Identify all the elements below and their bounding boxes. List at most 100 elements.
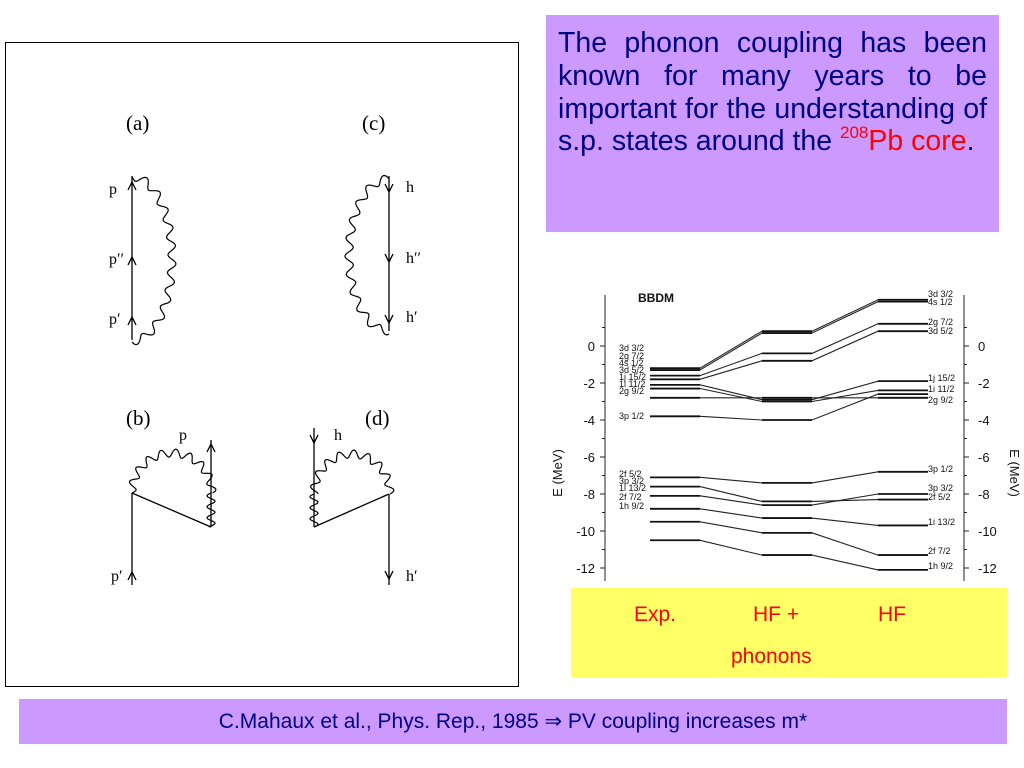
right-level-label: 1i 13/2 xyxy=(928,517,955,527)
diagram-d-top-label: h xyxy=(334,427,342,444)
phonon-wavy-line xyxy=(309,493,319,528)
level-line xyxy=(650,330,928,380)
level-series xyxy=(650,520,928,556)
chart-title: BBDM xyxy=(638,291,674,305)
energy-level-chart: BBDM E (MeV) E (MeV) 0 0 -2 -2 -4 -4 -6 -6 -8 -8 -… xyxy=(550,289,1022,581)
level-series xyxy=(650,322,928,377)
arrow-down-icon xyxy=(384,314,394,325)
citation-bar: C.Mahaux et al., Phys. Rep., 1985 ⇒ PV c… xyxy=(19,699,1007,744)
diagram-c-label: (c) xyxy=(362,111,385,135)
right-tick-label: 0 xyxy=(978,339,985,354)
diagram-c-bottom-label: h′ xyxy=(406,309,418,326)
level-line xyxy=(650,521,928,556)
column-label-hf: HF xyxy=(878,603,906,626)
right-level-label: 3d 5/2 xyxy=(928,326,953,336)
left-tick-label: -4 xyxy=(583,413,595,428)
feynman-diagrams-panel: (a) (c) (b) (d) p p′′ p′ h h′′ h′ xyxy=(5,42,519,687)
right-tick-label: -2 xyxy=(978,376,990,391)
level-series xyxy=(650,485,928,503)
left-level-label: 2g 7/2 xyxy=(619,351,644,361)
right-tick-label: -6 xyxy=(978,450,990,465)
right-level-label: 1i 11/2 xyxy=(928,384,954,394)
chart-axes: 0 0 -2 -2 -4 -4 -6 -6 -8 -8 -10 -10 -12 -12 xyxy=(576,295,997,581)
level-series xyxy=(650,380,928,401)
left-level-label: 2f 7/2 xyxy=(619,492,642,502)
diagram-b-label: (b) xyxy=(126,406,151,430)
right-tick-label: -12 xyxy=(978,561,997,576)
level-series xyxy=(650,300,928,371)
diagram-c: h h′′ h′ xyxy=(344,174,421,336)
diagram-c-mid-label: h′′ xyxy=(406,250,421,267)
level-line xyxy=(650,299,928,369)
diagram-b-bottom-label: p′ xyxy=(111,568,123,585)
level-series xyxy=(650,393,928,421)
arrow-up-icon xyxy=(206,442,216,453)
phonon-wavy-line xyxy=(309,449,395,495)
diagram-a: p p′′ p′ xyxy=(109,176,177,346)
arrow-down-icon xyxy=(384,570,394,581)
left-tick-label: -6 xyxy=(583,450,595,465)
right-tick-label: -4 xyxy=(978,413,990,428)
right-level-label: 3d 3/2 xyxy=(928,289,953,299)
right-level-label: 1j 15/2 xyxy=(928,373,955,383)
left-axis-label: E (MeV) xyxy=(550,449,565,497)
diagram-a-label: (a) xyxy=(126,111,149,135)
right-level-label: 3p 1/2 xyxy=(928,464,953,474)
left-tick-label: -12 xyxy=(576,561,595,576)
left-level-label: 3d 5/2 xyxy=(619,365,644,375)
phonon-wavy-line xyxy=(206,492,216,528)
column-label-hf-plus: HF + xyxy=(753,603,800,626)
right-level-label: 2g 9/2 xyxy=(928,395,953,405)
diagram-c-top-label: h xyxy=(406,179,414,196)
right-axis-label: E (MeV) xyxy=(1007,449,1022,497)
right-level-label: 2f 7/2 xyxy=(928,546,951,556)
left-level-label: 4s 1/2 xyxy=(619,358,644,368)
left-tick-label: 0 xyxy=(588,339,595,354)
diagram-a-mid-label: p′′ xyxy=(109,251,124,268)
left-level-label: 3p 1/2 xyxy=(619,411,644,421)
intro-textbox: The phonon coupling has been known for m… xyxy=(546,15,999,232)
level-series xyxy=(650,470,928,484)
arrow-down-icon xyxy=(309,434,319,445)
right-level-label: 2g 7/2 xyxy=(928,317,953,327)
left-level-label: 2g 9/2 xyxy=(619,386,644,396)
pb-core-highlight: Pb core xyxy=(868,125,967,158)
diagram-d-label: (d) xyxy=(365,406,390,430)
right-tick-label: -8 xyxy=(978,487,990,502)
phonon-wavy-line xyxy=(344,174,390,336)
level-series xyxy=(650,507,928,527)
right-level-label: 1h 9/2 xyxy=(928,561,953,571)
arrow-up-icon xyxy=(127,570,137,581)
left-level-label: 1i 13/2 xyxy=(619,483,646,493)
right-level-label: 3p 3/2 xyxy=(928,483,953,493)
level-series xyxy=(650,539,928,571)
mass-number-superscript: 208 xyxy=(840,123,869,143)
left-level-label: 1j 15/2 xyxy=(619,372,646,382)
diagram-d-bottom-label: h′ xyxy=(406,568,418,585)
column-legend-box: Exp. HF + phonons HF xyxy=(571,588,1007,677)
diagram-b: p p′ xyxy=(111,427,217,585)
level-line xyxy=(650,508,928,526)
diagram-d: h h′ xyxy=(309,427,418,585)
level-series xyxy=(650,493,928,507)
level-line xyxy=(650,301,928,371)
left-level-label: 3d 3/2 xyxy=(619,343,644,353)
intro-period: . xyxy=(966,125,975,158)
right-level-label: 4s 1/2 xyxy=(928,297,953,307)
arrow-down-icon xyxy=(384,253,394,264)
left-tick-label: -10 xyxy=(576,524,595,539)
left-level-label: 2f 5/2 xyxy=(619,469,642,479)
level-series xyxy=(650,387,928,403)
diagram-a-bottom-label: p′ xyxy=(109,311,121,328)
right-level-label: 2f 5/2 xyxy=(928,492,951,502)
left-tick-label: -8 xyxy=(583,487,595,502)
arrow-up-icon xyxy=(127,255,137,266)
chart-levels xyxy=(650,298,928,571)
left-level-label: 1h 9/2 xyxy=(619,501,644,511)
phonon-wavy-line xyxy=(131,176,177,346)
diagram-b-top-label: p xyxy=(179,427,187,444)
right-tick-label: -10 xyxy=(978,524,997,539)
left-level-label: 1i 11/2 xyxy=(619,379,645,389)
arrow-up-icon xyxy=(127,315,137,326)
phonon-wavy-line xyxy=(128,448,217,494)
